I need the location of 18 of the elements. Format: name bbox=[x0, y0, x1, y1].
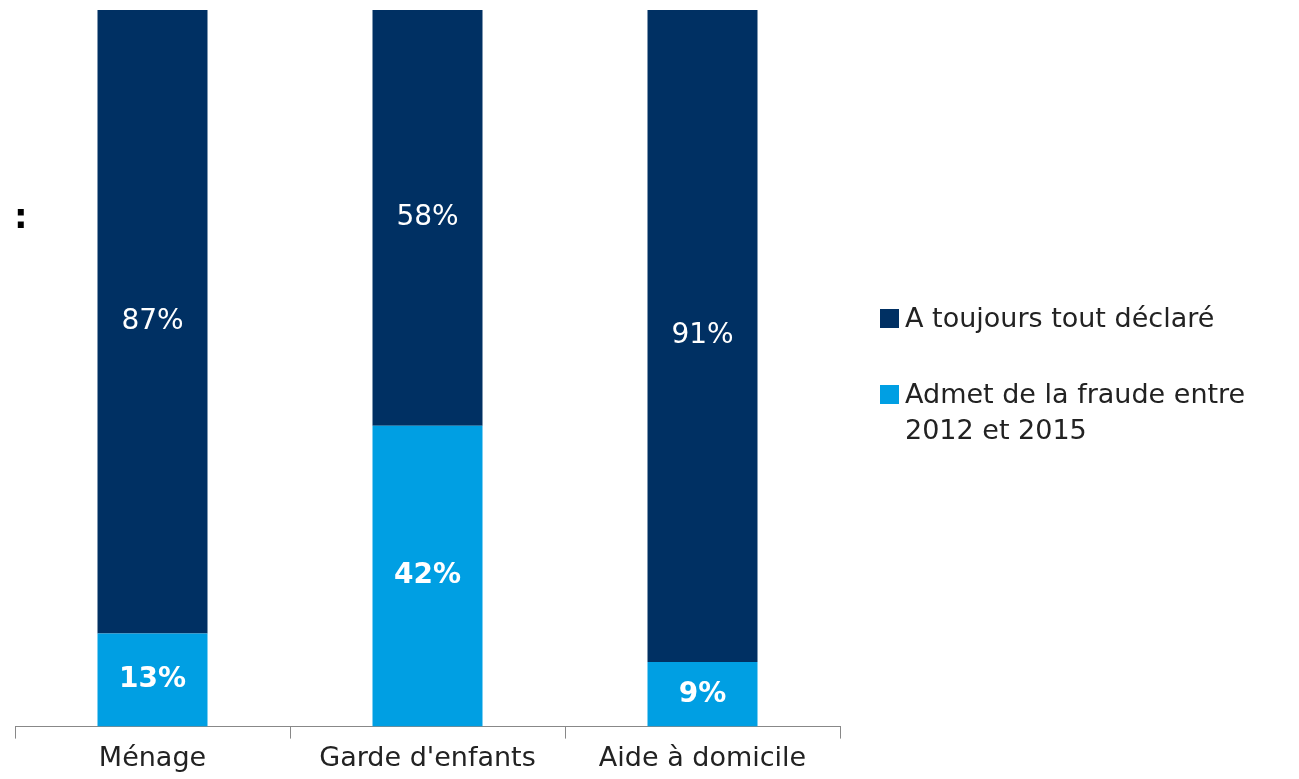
bar bbox=[97, 10, 208, 634]
data-label: 13% bbox=[118, 661, 187, 695]
x-tick-label: Ménage bbox=[98, 740, 207, 772]
bar bbox=[647, 662, 758, 727]
data-label: 42% bbox=[393, 557, 462, 591]
data-label: 9% bbox=[678, 675, 727, 709]
legend-label: A toujours tout déclaré bbox=[905, 301, 1215, 335]
bar bbox=[372, 425, 483, 727]
x-tick-label: Aide à domicile bbox=[598, 740, 807, 772]
data-label: 87% bbox=[121, 303, 184, 336]
x-tick-label: Garde d'enfants bbox=[319, 740, 536, 772]
bar bbox=[647, 10, 758, 663]
legend-label: Admet de la fraude entre 2012 et 2015 bbox=[905, 377, 1247, 447]
bar bbox=[97, 633, 208, 727]
data-label: 91% bbox=[671, 317, 734, 351]
bar bbox=[372, 10, 483, 426]
annotation: : bbox=[14, 196, 28, 236]
data-label: 58% bbox=[396, 199, 459, 233]
